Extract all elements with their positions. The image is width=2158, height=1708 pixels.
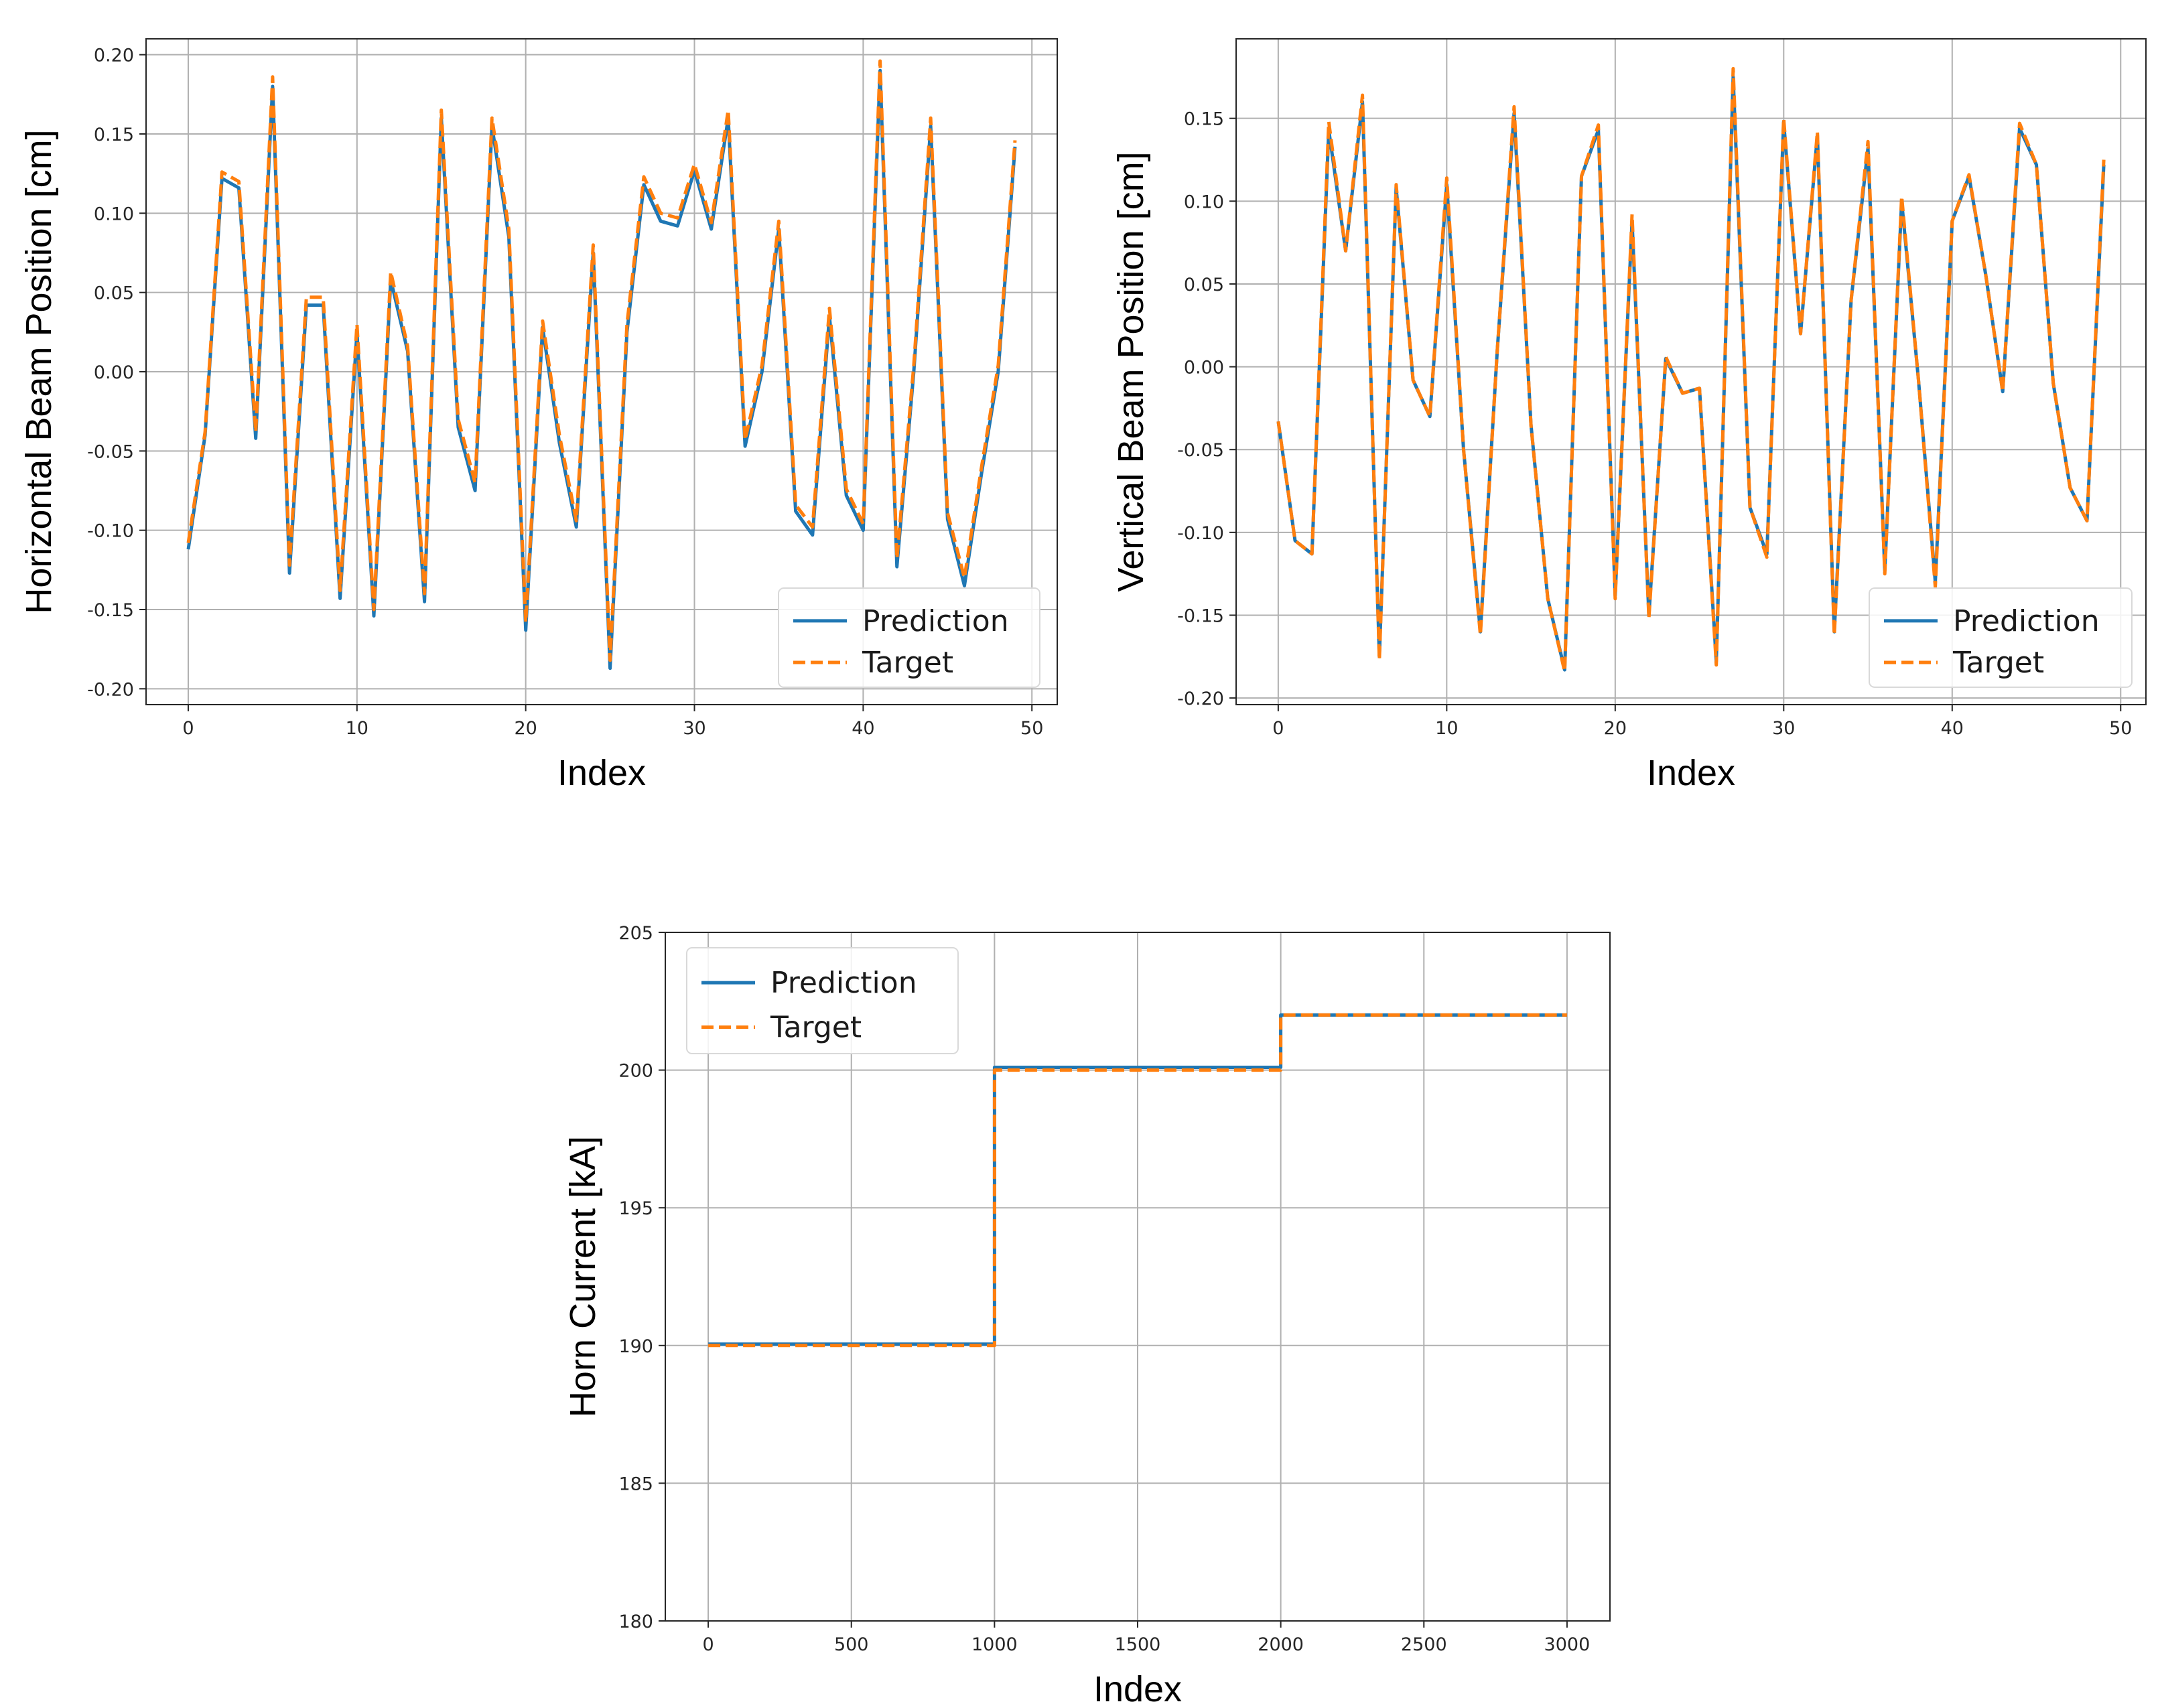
chart2-y-axis-label: Horn Current [kA] <box>563 1136 603 1417</box>
chart1-x-tick-label: 20 <box>1604 718 1627 739</box>
chart2-y-tick-label: 180 <box>618 1612 653 1632</box>
chart0-legend: Prediction Target <box>778 587 1040 688</box>
chart1-x-tick-label: 50 <box>2109 718 2132 739</box>
chart0-x-tick-label: 0 <box>182 718 194 739</box>
chart1-y-axis-label: Vertical Beam Position [cm] <box>1111 151 1151 591</box>
chart2-x-tick-label: 500 <box>834 1634 869 1655</box>
chart2-legend-target-label: Target <box>770 1011 862 1045</box>
chart0-y-axis-label: Horizontal Beam Position [cm] <box>19 129 59 614</box>
chart0-x-tick-label: 20 <box>514 718 537 739</box>
chart0-y-tick-label: 0.20 <box>94 46 134 66</box>
chart1-y-tick-label: -0.15 <box>1177 606 1224 626</box>
chart1-grid <box>1236 39 2146 705</box>
chart1-x-tick-label: 30 <box>1772 718 1795 739</box>
chart1-x-axis-label: Index <box>1647 753 1735 793</box>
chart1-y-tick-label: 0.05 <box>1184 275 1224 295</box>
chart2-legend: Prediction Target <box>686 947 959 1054</box>
chart2-x-tick-label: 0 <box>702 1634 714 1655</box>
horn-current-chart: 0 500 1000 1500 2000 2500 3000 180 185 190 195 200… <box>563 923 1611 1708</box>
chart1-lines <box>1276 67 2106 673</box>
chart2-legend-prediction-label: Prediction <box>770 966 917 1000</box>
chart2-y-tick-label: 200 <box>618 1061 653 1082</box>
chart1-legend-target-label: Target <box>1952 646 2044 680</box>
chart0-grid <box>146 39 1057 705</box>
chart1-y-tick-label: 0.15 <box>1184 109 1224 130</box>
chart0-y-tick-label: -0.05 <box>87 441 134 462</box>
chart1-y-tick-label: -0.05 <box>1177 440 1224 461</box>
chart0-y-tick-label: 0.05 <box>94 283 134 304</box>
chart1-x-tick-label: 0 <box>1272 718 1284 739</box>
chart1-legend-box <box>1869 587 2133 688</box>
chart0-x-ticks: 0 10 20 30 40 50 <box>182 705 1043 739</box>
chart2-x-tick-label: 1000 <box>971 1634 1018 1655</box>
chart0-x-axis-label: Index <box>557 753 646 793</box>
chart1-x-tick-label: 40 <box>1941 718 1964 739</box>
chart1-y-tick-label: 0.10 <box>1184 192 1224 212</box>
chart1-series-target <box>1276 67 2106 673</box>
horizontal-beam-position-chart: 0 10 20 30 40 50 -0.20 -0.15 -0.10 -0.05 0.00 0.05… <box>19 38 1058 793</box>
chart0-x-tick-label: 40 <box>852 718 874 739</box>
chart2-x-tick-label: 2000 <box>1258 1634 1304 1655</box>
chart1-y-tick-label: -0.20 <box>1177 689 1224 709</box>
chart2-y-tick-label: 205 <box>618 923 653 944</box>
chart1-x-ticks: 0 10 20 30 40 50 <box>1272 705 2132 739</box>
chart0-legend-prediction-label: Prediction <box>862 604 1009 638</box>
chart2-x-tick-label: 1500 <box>1115 1634 1161 1655</box>
chart0-x-tick-label: 10 <box>346 718 368 739</box>
chart1-y-tick-label: -0.10 <box>1177 523 1224 544</box>
chart0-x-tick-label: 50 <box>1020 718 1043 739</box>
chart2-lines <box>708 1013 1567 1348</box>
chart1-series-prediction <box>1276 75 2106 672</box>
chart2-y-tick-label: 190 <box>618 1336 653 1357</box>
chart0-series-target <box>186 59 1017 662</box>
chart0-y-tick-label: -0.10 <box>87 521 134 542</box>
chart0-y-tick-label: 0.10 <box>94 204 134 224</box>
chart2-y-tick-label: 195 <box>618 1198 653 1219</box>
chart2-y-tick-label: 185 <box>618 1474 653 1494</box>
chart2-x-tick-label: 3000 <box>1544 1634 1591 1655</box>
chart1-legend: Prediction Target <box>1869 587 2133 688</box>
chart1-axes-frame <box>1235 38 2147 705</box>
chart0-y-tick-label: -0.20 <box>87 679 134 700</box>
chart1-x-tick-label: 10 <box>1435 718 1458 739</box>
chart0-x-tick-label: 30 <box>683 718 705 739</box>
chart0-lines <box>186 59 1017 670</box>
vertical-beam-position-chart: 0 10 20 30 40 50 -0.20 -0.15 -0.10 -0.05 0.00 0.05… <box>1111 38 2147 793</box>
chart0-legend-box <box>778 587 1040 688</box>
chart0-legend-target-label: Target <box>862 646 953 680</box>
chart0-y-ticks: -0.20 -0.15 -0.10 -0.05 0.00 0.05 0.10 0.15 0.20 <box>87 46 146 700</box>
chart2-y-ticks: 180 185 190 195 200 205 <box>618 923 665 1632</box>
chart1-y-ticks: -0.20 -0.15 -0.10 -0.05 0.00 0.05 0.10 0.15 <box>1177 109 1236 709</box>
chart0-y-tick-label: -0.15 <box>87 600 134 621</box>
chart1-y-tick-label: 0.00 <box>1184 358 1224 378</box>
chart2-x-ticks: 0 500 1000 1500 2000 2500 3000 <box>702 1621 1590 1655</box>
chart2-series-target <box>708 1013 1567 1348</box>
chart2-x-tick-label: 2500 <box>1401 1634 1447 1655</box>
chart0-y-tick-label: 0.15 <box>94 125 134 145</box>
chart1-legend-prediction-label: Prediction <box>1953 604 2100 638</box>
chart0-y-tick-label: 0.00 <box>94 362 134 383</box>
chart2-x-axis-label: Index <box>1093 1669 1182 1708</box>
